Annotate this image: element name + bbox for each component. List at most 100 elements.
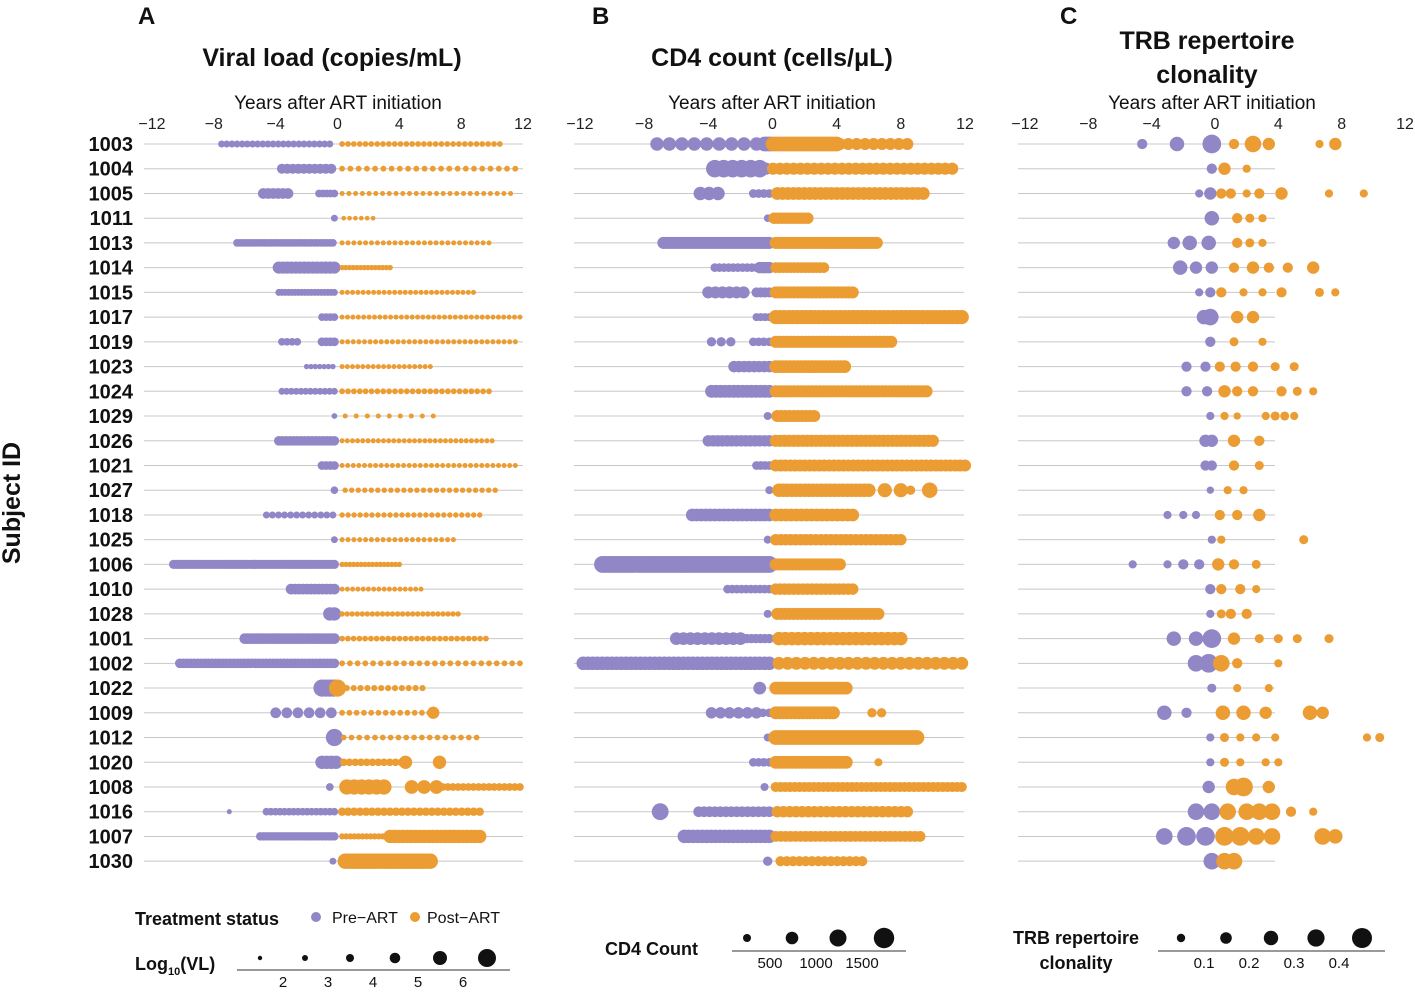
post-art-point (373, 339, 379, 345)
post-art-point (440, 487, 446, 493)
post-art-point (345, 388, 351, 395)
post-art-point (366, 314, 372, 320)
post-art-point (417, 462, 423, 469)
pre-art-point (327, 607, 342, 621)
post-art-point (391, 438, 397, 444)
post-art-point (1292, 386, 1302, 396)
post-art-point (1274, 758, 1283, 767)
pre-art-point (330, 363, 336, 370)
post-art-point (954, 310, 969, 325)
post-art-point (409, 314, 415, 320)
post-art-point (365, 364, 371, 370)
post-art-point (422, 853, 438, 869)
post-art-point (364, 611, 371, 617)
pre-art-point (705, 707, 718, 719)
pre-art-point (321, 140, 329, 148)
post-art-point (375, 438, 381, 444)
post-art-point (354, 611, 361, 617)
post-art-point (356, 734, 363, 741)
post-art-point (339, 339, 345, 345)
pre-art-point (726, 337, 736, 347)
pre-art-point (1169, 136, 1185, 152)
pre-art-point (295, 140, 303, 148)
pre-art-point (243, 140, 251, 148)
post-art-point (339, 388, 345, 395)
post-art-point (362, 141, 369, 147)
post-art-point (509, 660, 516, 667)
post-art-point (516, 783, 524, 791)
post-art-point (365, 586, 371, 592)
post-art-point (396, 561, 403, 568)
post-art-point (415, 141, 421, 147)
post-art-point (1214, 361, 1225, 372)
post-art-point (512, 165, 519, 172)
post-art-point (486, 240, 492, 246)
post-art-point (1219, 757, 1230, 767)
pre-art-point (254, 140, 262, 148)
pre-art-point (316, 363, 323, 370)
post-art-point (956, 781, 967, 793)
post-art-point (381, 289, 387, 295)
post-art-point (447, 314, 453, 320)
pre-art-point (300, 140, 308, 148)
pre-art-point (223, 140, 231, 148)
post-art-point (420, 190, 426, 197)
post-art-point (341, 215, 347, 221)
post-art-point (421, 165, 428, 172)
post-art-point (427, 240, 433, 246)
post-art-point (404, 537, 410, 543)
post-art-point (385, 758, 394, 767)
post-art-point (507, 462, 513, 469)
legend-vl-title: Log10(VL) (135, 954, 215, 978)
post-art-point (1258, 288, 1267, 297)
post-art-point (387, 512, 393, 518)
pre-art-point (325, 363, 332, 370)
x-tick-label: 0 (333, 116, 342, 133)
post-art-point (1324, 189, 1334, 198)
size-key-tick: 0.3 (1284, 955, 1305, 972)
post-art-point (432, 438, 438, 444)
post-art-point (379, 611, 386, 617)
post-art-point (360, 586, 366, 592)
pre-art-point (1181, 707, 1192, 718)
post-art-point (372, 734, 378, 741)
post-art-point (403, 388, 410, 395)
post-art-point (393, 190, 399, 197)
pre-art-point (1194, 559, 1205, 570)
pre-art-point (737, 137, 751, 151)
post-art-point (1273, 634, 1283, 644)
post-art-point (485, 487, 492, 493)
post-art-point (392, 289, 398, 295)
post-art-point (380, 165, 387, 172)
post-art-point (839, 681, 853, 695)
post-art-point (439, 537, 445, 543)
post-art-point (350, 635, 357, 642)
x-tick-label: 0 (768, 116, 777, 133)
subject-label: 1013 (89, 233, 134, 255)
post-art-point (1247, 828, 1265, 845)
subject-label: 1009 (89, 703, 134, 725)
post-art-point (506, 314, 512, 320)
size-key-dot (346, 954, 354, 962)
post-art-point (432, 141, 439, 147)
post-art-point (512, 462, 518, 469)
panel-title-c-line2: clonality (1156, 61, 1258, 89)
pre-art-point (259, 140, 267, 148)
post-art-point (1228, 460, 1240, 471)
post-art-point (385, 635, 391, 642)
post-art-point (395, 339, 401, 345)
post-art-point (417, 438, 423, 444)
post-art-point (376, 289, 382, 295)
post-art-point (397, 413, 403, 419)
pre-art-point (1200, 361, 1211, 372)
post-art-point (347, 561, 353, 568)
post-art-point (412, 685, 419, 692)
post-art-point (456, 462, 462, 469)
post-art-point (387, 264, 393, 271)
pre-art-point (764, 633, 774, 644)
post-art-point (926, 434, 939, 447)
post-art-point (474, 240, 480, 246)
pre-art-point (293, 511, 301, 519)
post-art-point (361, 807, 371, 816)
post-art-point (345, 758, 354, 767)
